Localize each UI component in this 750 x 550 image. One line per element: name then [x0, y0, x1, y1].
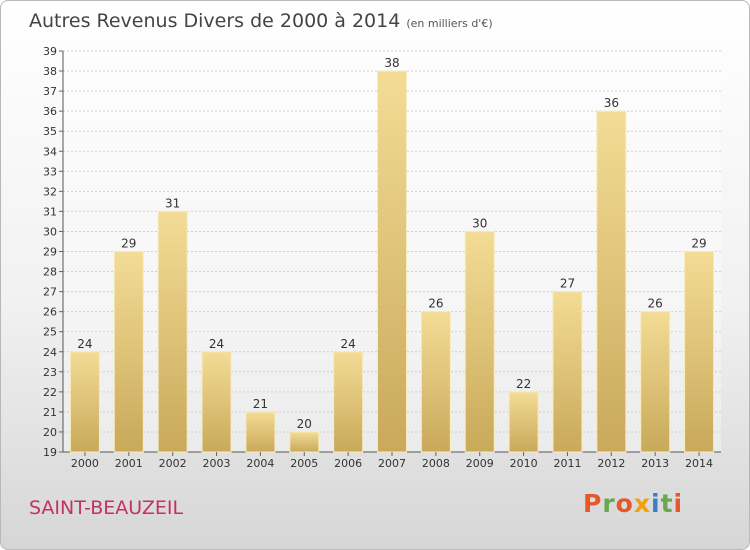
bar-2001 — [113, 251, 144, 453]
bar-2000 — [69, 351, 100, 453]
y-tick-label: 25 — [43, 326, 57, 339]
bar-2002 — [157, 210, 188, 453]
data-label-2013: 26 — [648, 297, 663, 311]
bar-2011 — [552, 291, 583, 453]
data-label-2012: 36 — [604, 96, 619, 110]
logo-letter: i — [651, 489, 661, 518]
y-tick-label: 26 — [43, 306, 57, 319]
data-label-2009: 30 — [472, 216, 487, 230]
bar-2010 — [508, 391, 539, 453]
x-tick-label-2000: 2000 — [71, 457, 99, 470]
data-label-2002: 31 — [165, 196, 180, 210]
logo-letter: r — [602, 489, 616, 518]
data-label-2011: 27 — [560, 277, 575, 291]
x-tick-label-2011: 2011 — [553, 457, 581, 470]
bar-2003 — [201, 351, 232, 453]
x-tick-label-2012: 2012 — [597, 457, 625, 470]
y-tick-label: 30 — [43, 225, 57, 238]
y-tick-label: 19 — [43, 446, 57, 459]
y-tick-label: 37 — [43, 85, 57, 98]
y-tick-label: 22 — [43, 386, 57, 399]
bar-2012 — [596, 110, 627, 453]
y-tick-label: 32 — [43, 185, 57, 198]
y-tick-label: 38 — [43, 65, 57, 78]
bar-2009 — [464, 230, 495, 453]
chart-unit: (en milliers d'€) — [406, 17, 493, 30]
y-tick-label: 34 — [43, 145, 57, 158]
y-tick-label: 21 — [43, 406, 57, 419]
y-tick-label: 23 — [43, 366, 57, 379]
y-tick-label: 36 — [43, 105, 57, 118]
data-label-2006: 24 — [340, 337, 355, 351]
logo-letter: i — [673, 489, 684, 518]
x-tick-label-2008: 2008 — [422, 457, 450, 470]
x-tick-label-2010: 2010 — [510, 457, 538, 470]
data-label-2000: 24 — [77, 337, 92, 351]
data-label-2008: 26 — [428, 297, 443, 311]
y-tick-label: 31 — [43, 205, 57, 218]
bar-2007 — [377, 70, 407, 453]
logo-letter: o — [615, 489, 634, 518]
proxiti-logo: Proxiti — [583, 489, 683, 518]
chart-title-text: Autres Revenus Divers de 2000 à 2014 — [29, 10, 401, 32]
x-tick-label-2002: 2002 — [159, 457, 187, 470]
bar-2013 — [640, 311, 671, 453]
data-label-2010: 22 — [516, 377, 531, 391]
bar-2004 — [245, 411, 276, 453]
x-tick-label-2003: 2003 — [203, 457, 231, 470]
logo-letter: t — [660, 489, 674, 518]
data-label-2007: 38 — [384, 56, 399, 70]
bar-2008 — [420, 311, 451, 453]
x-tick-label-2007: 2007 — [378, 457, 406, 470]
x-tick-label-2004: 2004 — [246, 457, 274, 470]
data-label-2003: 24 — [209, 337, 224, 351]
y-tick-label: 28 — [43, 266, 57, 279]
x-tick-label-2001: 2001 — [115, 457, 143, 470]
logo-letter: x — [633, 489, 651, 518]
data-label-2014: 29 — [691, 237, 706, 251]
x-tick-label-2009: 2009 — [466, 457, 494, 470]
bar-2005 — [289, 431, 320, 453]
commune-name: SAINT-BEAUZEIL — [29, 497, 184, 519]
y-tick-label: 35 — [43, 125, 57, 138]
y-tick-label: 33 — [43, 165, 57, 178]
y-tick-label: 24 — [43, 346, 57, 359]
data-label-2004: 21 — [253, 397, 268, 411]
x-tick-label-2013: 2013 — [641, 457, 669, 470]
x-tick-label-2014: 2014 — [685, 457, 713, 470]
x-tick-label-2006: 2006 — [334, 457, 362, 470]
y-tick-label: 20 — [43, 426, 57, 439]
data-label-2005: 20 — [297, 417, 312, 431]
data-label-2001: 29 — [121, 237, 136, 251]
logo-letter: P — [583, 489, 603, 518]
y-tick-label: 29 — [43, 246, 57, 259]
bar-2014 — [684, 251, 715, 453]
y-tick-label: 27 — [43, 286, 57, 299]
y-tick-label: 39 — [43, 45, 57, 58]
bar-2006 — [333, 351, 364, 453]
x-tick-label-2005: 2005 — [290, 457, 318, 470]
chart-title: Autres Revenus Divers de 2000 à 2014 (en … — [29, 10, 493, 32]
